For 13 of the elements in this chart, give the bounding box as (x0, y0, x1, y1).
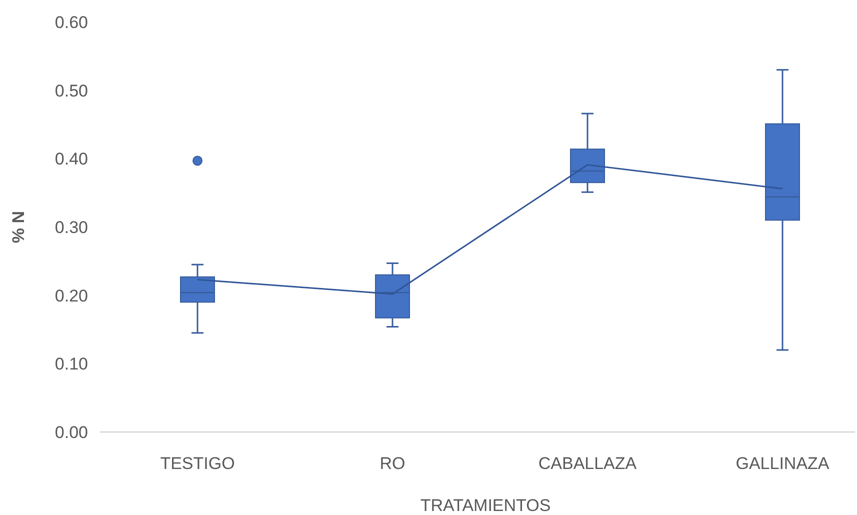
y-tick-label: 0.40 (54, 150, 88, 169)
y-axis-title: % N (9, 210, 28, 244)
y-tick-label: 0.60 (54, 12, 88, 32)
x-tick-label: TESTIGO (160, 454, 235, 473)
x-axis-title: TRATAMIENTOS (420, 496, 551, 515)
x-tick-label: RO (380, 454, 406, 473)
x-tick-label: GALLINAZA (736, 454, 830, 473)
y-tick-label: 0.10 (54, 354, 88, 374)
y-tick-label: 0.20 (54, 286, 88, 306)
y-tick-label: 0.30 (54, 218, 88, 237)
x-tick-label: CABALLAZA (538, 454, 638, 473)
y-tick-label: 0.00 (54, 422, 88, 442)
y-tick-label: 0.50 (54, 81, 88, 100)
